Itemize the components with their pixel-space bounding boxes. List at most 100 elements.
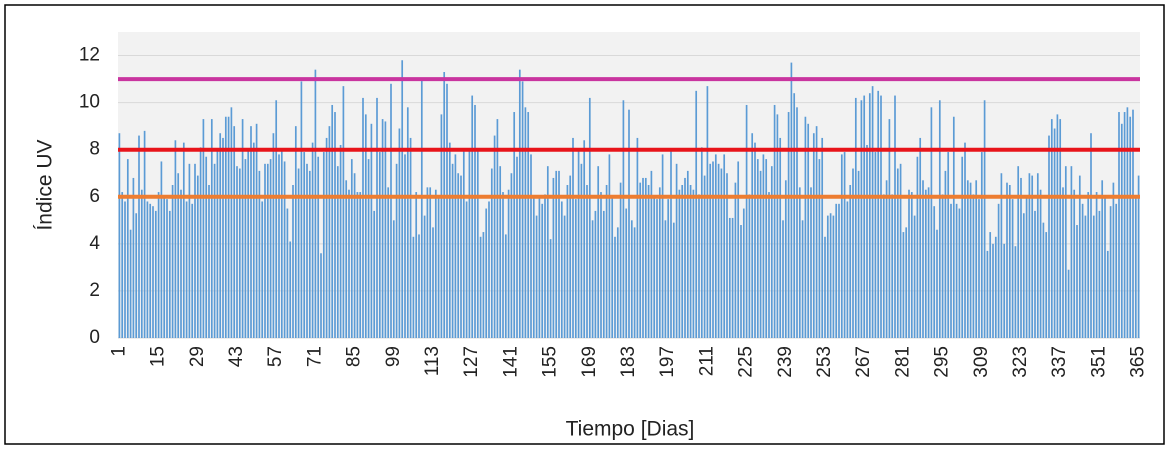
bar — [614, 236, 616, 338]
bar — [289, 241, 292, 338]
bar — [1092, 215, 1095, 338]
bar — [1076, 225, 1078, 338]
x-tick-label: 1 — [108, 346, 129, 357]
bar — [1115, 203, 1118, 338]
bar — [647, 185, 650, 338]
bar — [922, 180, 924, 338]
bar — [1126, 107, 1129, 338]
bar — [454, 154, 457, 338]
bar — [686, 170, 689, 338]
bar — [1050, 119, 1053, 338]
bar — [250, 126, 252, 339]
bar — [1034, 210, 1036, 338]
bar — [1067, 269, 1070, 338]
bar — [966, 180, 969, 338]
x-tick-label: 99 — [383, 346, 404, 367]
bar — [420, 79, 423, 339]
bar — [608, 154, 611, 338]
bar — [194, 163, 196, 338]
bar — [182, 142, 185, 338]
bar — [994, 236, 997, 338]
bar — [726, 173, 728, 338]
bar — [908, 189, 910, 338]
bar — [174, 140, 177, 338]
bar — [986, 250, 989, 338]
bar — [667, 199, 670, 338]
bar — [493, 135, 496, 338]
bar — [810, 187, 812, 338]
bar — [362, 97, 364, 339]
bar — [1048, 135, 1050, 338]
x-tick-label: 183 — [618, 346, 639, 378]
bar — [328, 126, 331, 339]
bar — [398, 128, 401, 338]
bar — [504, 234, 507, 338]
x-tick-label: 365 — [1128, 346, 1149, 378]
bar — [770, 166, 773, 338]
bar — [675, 163, 678, 338]
bar — [513, 112, 516, 339]
bar — [426, 187, 429, 338]
bar — [625, 208, 628, 338]
bar — [364, 114, 367, 338]
bar — [166, 199, 168, 338]
bar — [790, 62, 793, 338]
bar — [1031, 175, 1034, 338]
bar — [320, 253, 322, 338]
bar — [264, 163, 266, 338]
bar — [563, 215, 566, 338]
bar — [163, 196, 166, 338]
bar — [138, 135, 140, 338]
bar — [784, 180, 787, 338]
y-tick-label: 8 — [89, 139, 100, 160]
bar — [415, 192, 418, 338]
bar — [1000, 173, 1003, 338]
bar — [465, 201, 468, 338]
bar — [728, 217, 731, 338]
bar — [684, 177, 686, 338]
bar — [373, 210, 376, 338]
bar — [670, 149, 672, 338]
bar — [294, 126, 297, 339]
x-tick-label: 267 — [853, 346, 874, 378]
bar — [325, 137, 328, 338]
bar — [191, 203, 194, 338]
bar — [824, 236, 826, 338]
bar — [241, 119, 244, 338]
bar — [860, 100, 863, 338]
bar — [1090, 133, 1092, 338]
bar — [451, 163, 454, 338]
x-tick-label: 113 — [422, 346, 443, 376]
bar — [689, 185, 692, 338]
bar — [303, 152, 306, 338]
bar — [857, 170, 860, 338]
bar — [297, 168, 300, 338]
x-tick-label: 197 — [657, 346, 678, 378]
bar — [474, 104, 476, 338]
bar — [720, 168, 723, 338]
bar — [334, 112, 336, 339]
bar — [913, 215, 916, 338]
bar — [224, 116, 227, 338]
bar — [157, 192, 160, 338]
y-tick-label: 6 — [89, 186, 100, 207]
bar — [437, 196, 440, 338]
x-tick-label: 15 — [148, 346, 169, 367]
bar — [278, 154, 280, 338]
bar — [829, 213, 832, 338]
bar — [835, 203, 838, 338]
bar — [717, 163, 720, 338]
bar — [1098, 210, 1101, 338]
bar — [658, 187, 661, 338]
bar — [233, 126, 236, 339]
bar — [574, 199, 577, 338]
bar — [339, 144, 342, 338]
bar — [510, 173, 513, 338]
bar — [992, 243, 994, 338]
bar — [863, 95, 866, 338]
bar — [782, 220, 784, 338]
x-tick-label: 295 — [932, 346, 953, 378]
bar — [527, 112, 530, 339]
bar — [866, 144, 868, 338]
bar — [541, 203, 544, 338]
